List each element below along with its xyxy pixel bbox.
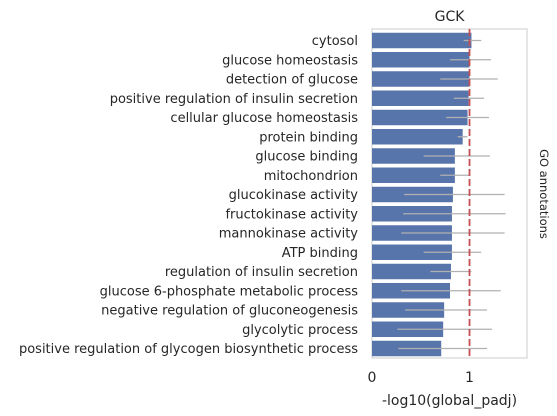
category-label: cytosol	[312, 34, 358, 49]
category-label: fructokinase activity	[225, 207, 358, 222]
bar	[372, 263, 451, 280]
bar	[372, 167, 455, 183]
category-label: negative regulation of gluconeogenesis	[101, 304, 358, 319]
category-label: mannokinase activity	[219, 227, 359, 242]
side-label: GO annotations	[537, 149, 551, 239]
x-tick-label: 0	[368, 370, 377, 386]
category-label: ATP binding	[282, 246, 358, 261]
category-label: positive regulation of insulin secretion	[110, 92, 358, 107]
bar	[372, 52, 470, 68]
category-label: regulation of insulin secretion	[165, 265, 358, 280]
x-tick-label: 1	[465, 370, 474, 386]
category-label: glucose 6-phosphate metabolic process	[100, 284, 359, 299]
bar	[372, 244, 452, 260]
bar	[372, 129, 463, 145]
category-label: mitochondrion	[264, 169, 358, 184]
bar	[372, 32, 472, 49]
category-label: positive regulation of glycogen biosynth…	[19, 342, 358, 357]
x-axis-title: -log10(global_padj)	[382, 393, 517, 409]
bar	[372, 109, 468, 126]
category-label: glucose binding	[255, 150, 358, 165]
category-label: detection of glucose	[226, 73, 358, 88]
chart-title: GCK	[435, 9, 466, 25]
bars-layer	[372, 32, 472, 357]
bar	[372, 71, 470, 87]
category-label: glucose homeostasis	[222, 53, 358, 68]
error-bars-layer	[397, 39, 506, 350]
category-labels-layer: cytosol glucose homeostasis detection of g…	[19, 34, 358, 357]
category-label: protein binding	[259, 130, 358, 145]
category-label: glucokinase activity	[229, 188, 359, 203]
category-label: cellular glucose homeostasis	[170, 111, 358, 126]
bar	[372, 90, 469, 106]
category-label: glycolytic process	[242, 323, 358, 338]
bar	[372, 148, 455, 164]
